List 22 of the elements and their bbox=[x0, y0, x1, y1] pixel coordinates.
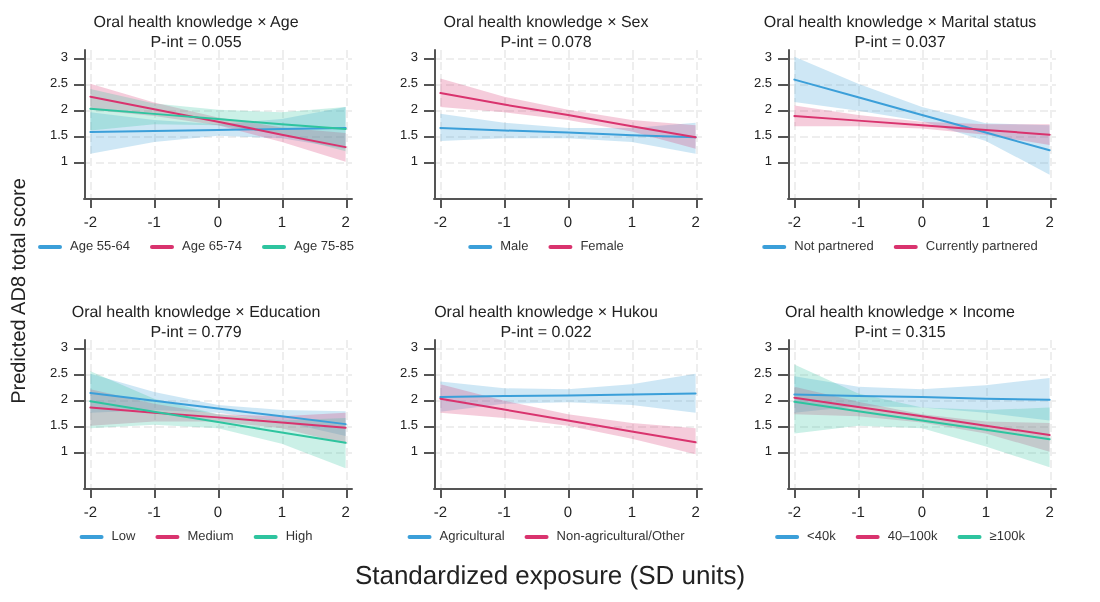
chart-title: Oral health knowledge × Education bbox=[71, 303, 321, 321]
line-series bbox=[89, 400, 347, 444]
chart-title: Oral health knowledge × Marital status bbox=[763, 13, 1037, 31]
line-series bbox=[439, 92, 697, 139]
y-axis-title: Predicted AD8 total score bbox=[9, 176, 31, 408]
chart-subtitle: P-int = 0.078 bbox=[500, 33, 593, 51]
chart-title: Oral health knowledge × Sex bbox=[443, 13, 649, 31]
line-series bbox=[89, 391, 347, 426]
chart-title: Oral health knowledge × Age bbox=[93, 13, 300, 31]
x-axis-title: Standardized exposure (SD units) bbox=[352, 560, 748, 590]
line-series bbox=[793, 78, 1051, 152]
chart-subtitle: P-int = 0.055 bbox=[150, 33, 243, 51]
chart-title: Oral health knowledge × Income bbox=[785, 303, 1017, 321]
chart-title: Oral health knowledge × Hukou bbox=[434, 303, 658, 321]
chart-subtitle: P-int = 0.779 bbox=[150, 323, 243, 341]
line-series bbox=[439, 397, 697, 444]
line-series bbox=[89, 107, 347, 130]
line-series bbox=[793, 114, 1051, 136]
chart-subtitle: P-int = 0.022 bbox=[500, 323, 593, 341]
chart-subtitle: P-int = 0.315 bbox=[854, 323, 947, 341]
chart-subtitle: P-int = 0.037 bbox=[854, 33, 947, 51]
line-series bbox=[89, 406, 347, 429]
